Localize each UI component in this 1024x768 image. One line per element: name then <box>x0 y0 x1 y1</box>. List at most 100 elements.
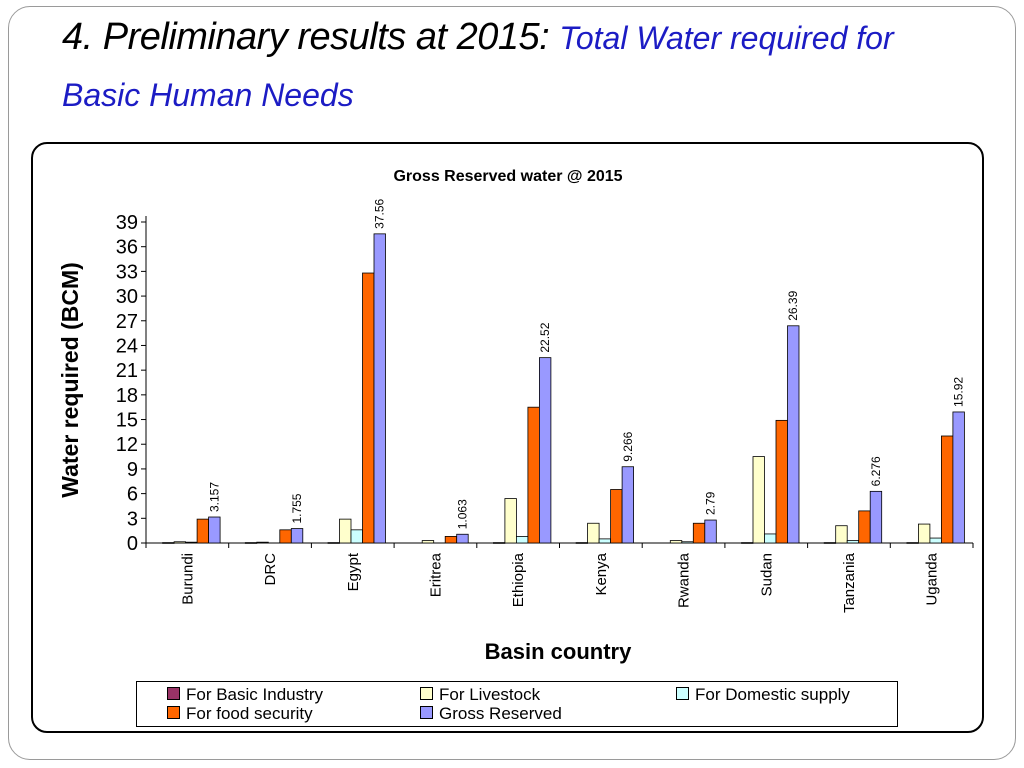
x-tick-label: Ethiopia <box>510 552 527 607</box>
bar-for-food-security <box>279 529 292 544</box>
bar-for-domestic-supply <box>929 537 942 544</box>
legend-swatch <box>676 687 689 701</box>
bar-for-food-security <box>941 435 954 544</box>
bar-gross-reserved <box>539 357 552 544</box>
bar-gross-reserved <box>621 466 634 544</box>
legend-label: Gross Reserved <box>439 704 562 723</box>
x-tick-label: DRC <box>262 553 279 586</box>
bar-for-livestock <box>256 541 269 544</box>
bar-for-basic-industry <box>575 542 588 544</box>
chart-container <box>31 142 984 733</box>
y-tick-label: 33 <box>116 261 138 283</box>
x-tick-label: Eritrea <box>427 552 444 597</box>
plot-area: 0369121518212427303336393.157Burundi1.75… <box>116 198 974 613</box>
data-label: 22.52 <box>538 322 552 352</box>
legend-swatch <box>420 706 433 720</box>
legend-item-basic-industry: For Basic Industry <box>167 686 323 704</box>
bar-for-domestic-supply <box>764 533 777 544</box>
data-label: 1.755 <box>290 493 304 523</box>
legend-label: For food security <box>186 704 313 723</box>
bar-for-basic-industry <box>244 542 258 544</box>
chart-legend: For Basic Industry For Livestock For Dom… <box>136 681 898 727</box>
x-tick-label: Egypt <box>345 552 362 591</box>
legend-swatch <box>167 687 180 701</box>
bar-for-livestock <box>835 525 848 544</box>
bar-for-livestock <box>918 523 931 544</box>
x-tick-label: Burundi <box>179 553 196 605</box>
x-tick-label: Tanzania <box>841 552 858 613</box>
legend-swatch <box>420 687 433 701</box>
legend-label: For Domestic supply <box>695 685 850 704</box>
bar-for-food-security <box>362 272 375 544</box>
x-axis-label: Basin country <box>485 639 632 664</box>
data-label: 2.79 <box>704 491 718 515</box>
bar-for-domestic-supply <box>516 536 529 544</box>
y-tick-label: 39 <box>116 212 138 234</box>
legend-swatch <box>167 706 180 720</box>
y-tick-label: 15 <box>116 410 138 432</box>
bar-gross-reserved <box>373 233 386 544</box>
y-axis-label: Water required (BCM) <box>57 262 83 498</box>
bar-for-food-security <box>775 419 788 544</box>
y-tick-label: 36 <box>116 237 138 259</box>
x-tick-label: Rwanda <box>676 552 693 608</box>
bar-for-livestock <box>173 541 187 544</box>
bar-gross-reserved <box>952 411 965 544</box>
bar-for-livestock <box>669 540 683 544</box>
x-tick-label: Uganda <box>924 552 941 605</box>
bar-gross-reserved <box>456 533 469 544</box>
bar-for-basic-industry <box>906 542 919 544</box>
legend-item-gross-reserved: Gross Reserved <box>420 705 562 723</box>
y-tick-label: 3 <box>127 508 138 530</box>
slide-title-accent: Total Water required for Basic Human Nee… <box>62 20 894 113</box>
y-tick-label: 6 <box>127 484 138 506</box>
bar-for-livestock <box>587 522 600 544</box>
bar-for-food-security <box>610 489 623 544</box>
bar-for-basic-industry <box>823 542 837 544</box>
y-tick-label: 9 <box>127 459 138 481</box>
bar-gross-reserved <box>290 528 304 544</box>
chart-title: Gross Reserved water @ 2015 <box>393 168 622 185</box>
y-tick-label: 27 <box>116 311 138 333</box>
bar-gross-reserved <box>869 490 883 544</box>
y-tick-label: 30 <box>116 286 138 308</box>
legend-item-domestic-supply: For Domestic supply <box>676 686 850 704</box>
y-tick-label: 24 <box>116 335 138 357</box>
bar-gross-reserved <box>208 516 221 544</box>
bar-for-livestock <box>339 518 352 544</box>
data-label: 9.266 <box>621 431 635 461</box>
bar-for-food-security <box>692 522 706 544</box>
bar-for-food-security <box>196 518 210 544</box>
bar-for-livestock <box>421 540 435 544</box>
data-label: 1.063 <box>455 499 469 529</box>
bar-for-livestock <box>504 498 517 544</box>
x-tick-label: Kenya <box>593 552 610 595</box>
data-label: 37.56 <box>373 198 387 228</box>
y-tick-label: 0 <box>127 533 138 555</box>
bar-for-basic-industry <box>327 542 340 544</box>
bar-for-livestock <box>752 456 765 544</box>
bar-gross-reserved <box>704 519 717 544</box>
y-tick-label: 18 <box>116 385 138 407</box>
bar-gross-reserved <box>787 325 800 544</box>
data-label: 3.157 <box>207 482 221 512</box>
bar-for-domestic-supply <box>598 538 611 544</box>
bar-for-domestic-supply <box>681 541 694 544</box>
bar-for-domestic-supply <box>185 541 198 544</box>
x-tick-label: Sudan <box>758 553 775 596</box>
bar-for-food-security <box>858 510 871 544</box>
y-tick-label: 12 <box>116 434 138 456</box>
bar-for-food-security <box>527 406 540 544</box>
bar-for-basic-industry <box>162 542 175 544</box>
bar-for-basic-industry <box>492 542 506 544</box>
legend-label: For Livestock <box>439 685 541 704</box>
y-tick-label: 21 <box>116 360 138 382</box>
legend-item-livestock: For Livestock <box>420 686 540 704</box>
bar-for-basic-industry <box>741 542 754 544</box>
legend-label: For Basic Industry <box>186 685 323 704</box>
slide-title: 4. Preliminary results at 2015: Total Wa… <box>62 12 962 127</box>
data-label: 15.92 <box>952 377 966 407</box>
bar-for-domestic-supply <box>350 529 363 544</box>
bar-for-domestic-supply <box>846 540 860 544</box>
